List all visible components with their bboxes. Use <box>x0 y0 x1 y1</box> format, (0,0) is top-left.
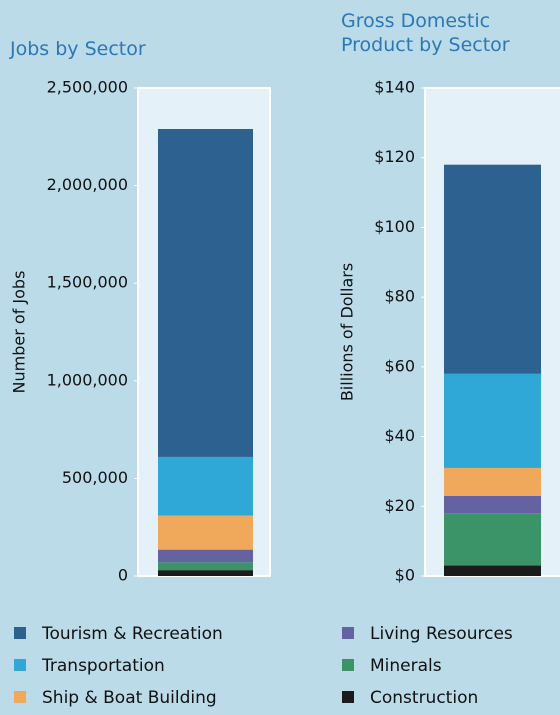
chart-title: Jobs by Sector <box>10 38 146 60</box>
y-tick-label: $20 <box>384 496 415 515</box>
bar-segment <box>444 164 541 374</box>
bar-segment <box>158 515 253 550</box>
y-axis-label: Number of Jobs <box>10 271 29 394</box>
y-tick-label: 2,000,000 <box>47 175 128 194</box>
bar-segment <box>158 456 253 516</box>
y-tick-label: $40 <box>384 426 415 445</box>
legend-swatch <box>342 691 354 703</box>
legend-swatch <box>14 627 26 639</box>
bar-segment <box>158 562 253 571</box>
bar-segment <box>444 565 541 576</box>
legend-label: Minerals <box>370 656 442 676</box>
y-tick-label: $0 <box>395 566 415 585</box>
bar-segment <box>444 467 541 496</box>
y-tick-label: 500,000 <box>62 468 128 487</box>
y-tick-label: $140 <box>374 78 415 97</box>
bar-segment <box>158 128 253 457</box>
legend-label: Ship & Boat Building <box>42 688 217 708</box>
chart-title: Gross Domestic Product by Sector <box>341 10 510 56</box>
legend-swatch <box>14 659 26 671</box>
y-tick-label: $100 <box>374 217 415 236</box>
y-axis-label: Billions of Dollars <box>338 263 357 401</box>
y-tick-label: 1,000,000 <box>47 370 128 389</box>
bar-segment <box>158 570 253 576</box>
y-tick-label: 2,500,000 <box>47 78 128 97</box>
y-tick-label: 0 <box>118 566 128 585</box>
legend-label: Construction <box>370 688 478 708</box>
legend-swatch <box>342 659 354 671</box>
y-tick-label: $80 <box>384 287 415 306</box>
y-tick-label: $120 <box>374 147 415 166</box>
bar-segment <box>444 373 541 468</box>
legend-label: Transportation <box>41 656 165 676</box>
bar-segment <box>444 495 541 514</box>
legend-label: Tourism & Recreation <box>41 624 223 644</box>
bar-segment <box>158 549 253 563</box>
legend-swatch <box>342 627 354 639</box>
legend-label: Living Resources <box>370 624 513 644</box>
legend-swatch <box>14 691 26 703</box>
bar-segment <box>444 513 541 566</box>
y-tick-label: $60 <box>384 356 415 375</box>
y-tick-label: 1,500,000 <box>47 273 128 292</box>
